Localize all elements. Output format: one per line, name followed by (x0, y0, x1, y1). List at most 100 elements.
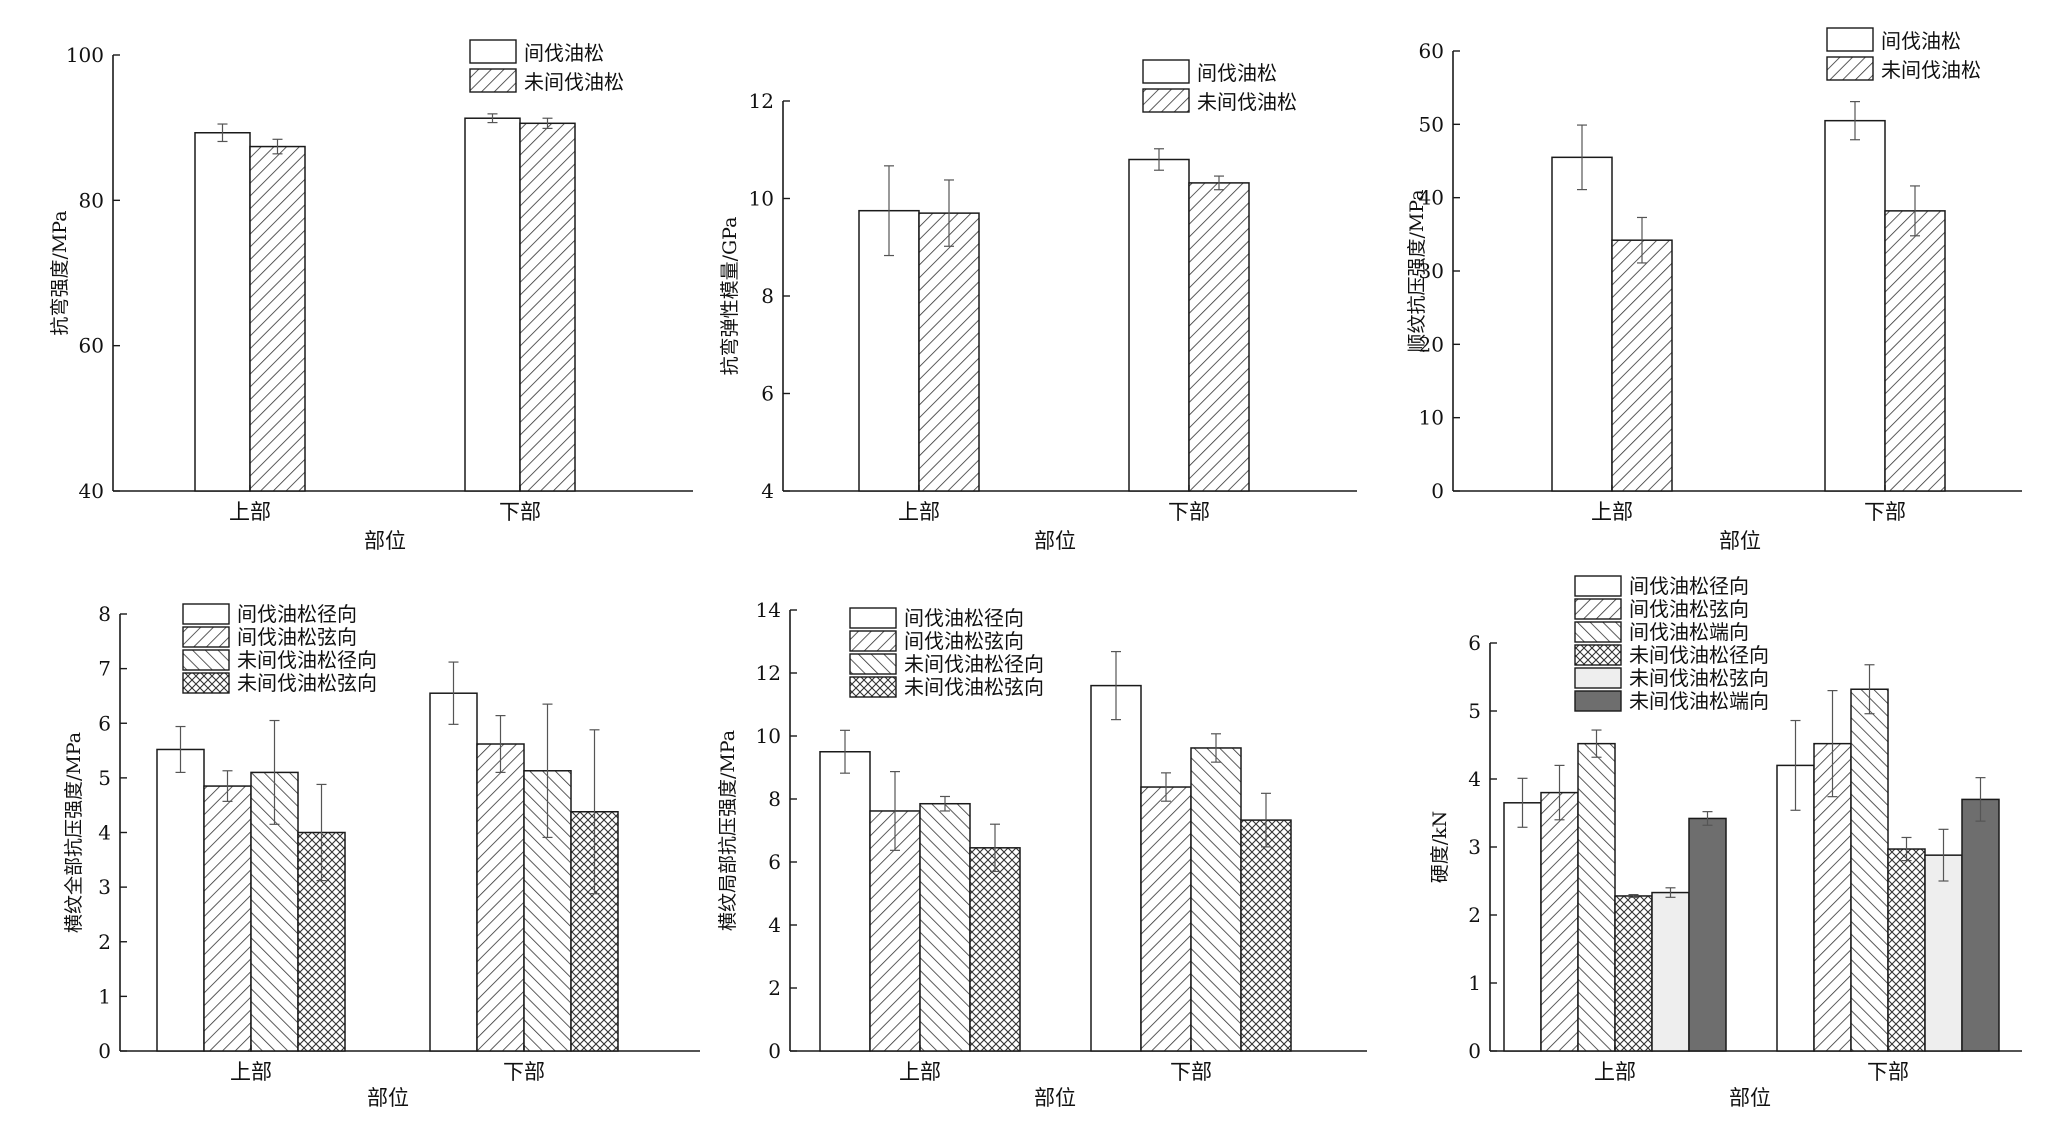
y-tick-label: 8 (98, 602, 111, 626)
bar (194, 132, 251, 492)
bar (1128, 158, 1190, 492)
y-tick-label: 4 (761, 479, 774, 503)
y-tick-label: 5 (1468, 699, 1481, 723)
y-tick-label: 4 (1468, 767, 1481, 791)
legend-label: 未间伐油松 (1197, 90, 1297, 114)
bar (1551, 156, 1613, 492)
y-tick-label: 60 (1419, 39, 1444, 63)
legend-swatch (182, 649, 230, 671)
y-tick-label: 6 (768, 850, 781, 874)
bar (156, 748, 205, 1052)
bar (1887, 848, 1926, 1052)
category-label: 下部 (499, 500, 541, 524)
y-tick-label: 20 (1419, 332, 1444, 356)
bar (1611, 239, 1673, 492)
y-axis-label: 抗弯强度/MPa (49, 210, 71, 335)
legend-swatch (1826, 27, 1874, 52)
bar (1240, 819, 1292, 1052)
legend-label: 间伐油松弦向 (1629, 597, 1749, 621)
y-tick-label: 60 (79, 334, 104, 358)
category-label: 下部 (1867, 1060, 1909, 1084)
legend-swatch (1574, 621, 1622, 643)
bar (249, 145, 306, 492)
y-tick-label: 7 (98, 657, 111, 681)
bar (519, 122, 576, 492)
y-tick-label: 6 (761, 382, 774, 406)
x-axis-label: 部位 (1034, 529, 1076, 553)
bar (1924, 854, 1963, 1052)
bar (1090, 684, 1142, 1052)
legend-label: 间伐油松径向 (237, 602, 357, 626)
category-label: 上部 (1591, 500, 1633, 524)
bar (1651, 891, 1690, 1052)
y-tick-label: 0 (1468, 1039, 1481, 1063)
y-tick-label: 10 (756, 724, 781, 748)
category-label: 下部 (1170, 1060, 1212, 1084)
y-tick-label: 1 (98, 984, 111, 1008)
y-tick-label: 10 (1419, 406, 1444, 430)
legend-label: 间伐油松 (524, 41, 604, 65)
bar (1688, 817, 1727, 1052)
legend-label: 间伐油松径向 (1629, 574, 1749, 598)
bar (476, 743, 525, 1052)
legend-label: 未间伐油松端向 (1629, 689, 1769, 713)
legend-label: 未间伐油松 (524, 70, 624, 94)
bar (918, 212, 980, 492)
bar (203, 785, 252, 1052)
bar (1850, 688, 1889, 1052)
legend-label: 未间伐油松 (1881, 58, 1981, 82)
y-tick-label: 8 (761, 284, 774, 308)
legend-swatch (1142, 88, 1190, 113)
legend-label: 间伐油松 (1881, 29, 1961, 53)
y-tick-label: 14 (756, 598, 781, 622)
y-tick-label: 1 (1468, 971, 1481, 995)
legend-label: 间伐油松弦向 (237, 625, 357, 649)
bar (1540, 791, 1579, 1052)
legend-label: 未间伐油松径向 (237, 648, 377, 672)
legend-swatch (849, 676, 897, 698)
legend-swatch (1574, 667, 1622, 689)
legend-swatch (182, 626, 230, 648)
y-tick-label: 3 (98, 875, 111, 899)
y-tick-label: 12 (749, 89, 774, 113)
legend-label: 未间伐油松弦向 (904, 675, 1044, 699)
bar (1188, 182, 1250, 492)
category-label: 上部 (230, 1060, 272, 1084)
legend-swatch (469, 68, 517, 93)
legend-swatch (182, 603, 230, 625)
category-label: 上部 (899, 1060, 941, 1084)
legend-swatch (849, 653, 897, 675)
legend-swatch (1574, 598, 1622, 620)
y-tick-label: 3 (1468, 835, 1481, 859)
y-tick-label: 0 (768, 1039, 781, 1063)
legend-swatch (1142, 59, 1190, 84)
legend-swatch (1574, 690, 1622, 712)
y-tick-label: 4 (98, 821, 111, 845)
y-tick-label: 80 (79, 188, 104, 212)
y-tick-label: 40 (1419, 186, 1444, 210)
y-tick-label: 50 (1419, 112, 1444, 136)
legend-swatch (849, 607, 897, 629)
category-label: 上部 (229, 500, 271, 524)
bar (464, 117, 521, 492)
legend-label: 未间伐油松弦向 (237, 671, 377, 695)
y-tick-label: 0 (1431, 479, 1444, 503)
y-tick-label: 6 (98, 711, 111, 735)
y-tick-label: 8 (768, 787, 781, 811)
x-axis-label: 部位 (367, 1086, 409, 1110)
y-tick-label: 0 (98, 1039, 111, 1063)
bar (919, 802, 971, 1052)
category-label: 上部 (898, 500, 940, 524)
y-axis-label: 硬度/kN (1429, 811, 1451, 884)
bar (1824, 119, 1886, 492)
category-label: 下部 (1168, 500, 1210, 524)
legend-label: 未间伐油松径向 (1629, 643, 1769, 667)
y-axis-label: 横纹全部抗压强度/MPa (63, 732, 85, 933)
